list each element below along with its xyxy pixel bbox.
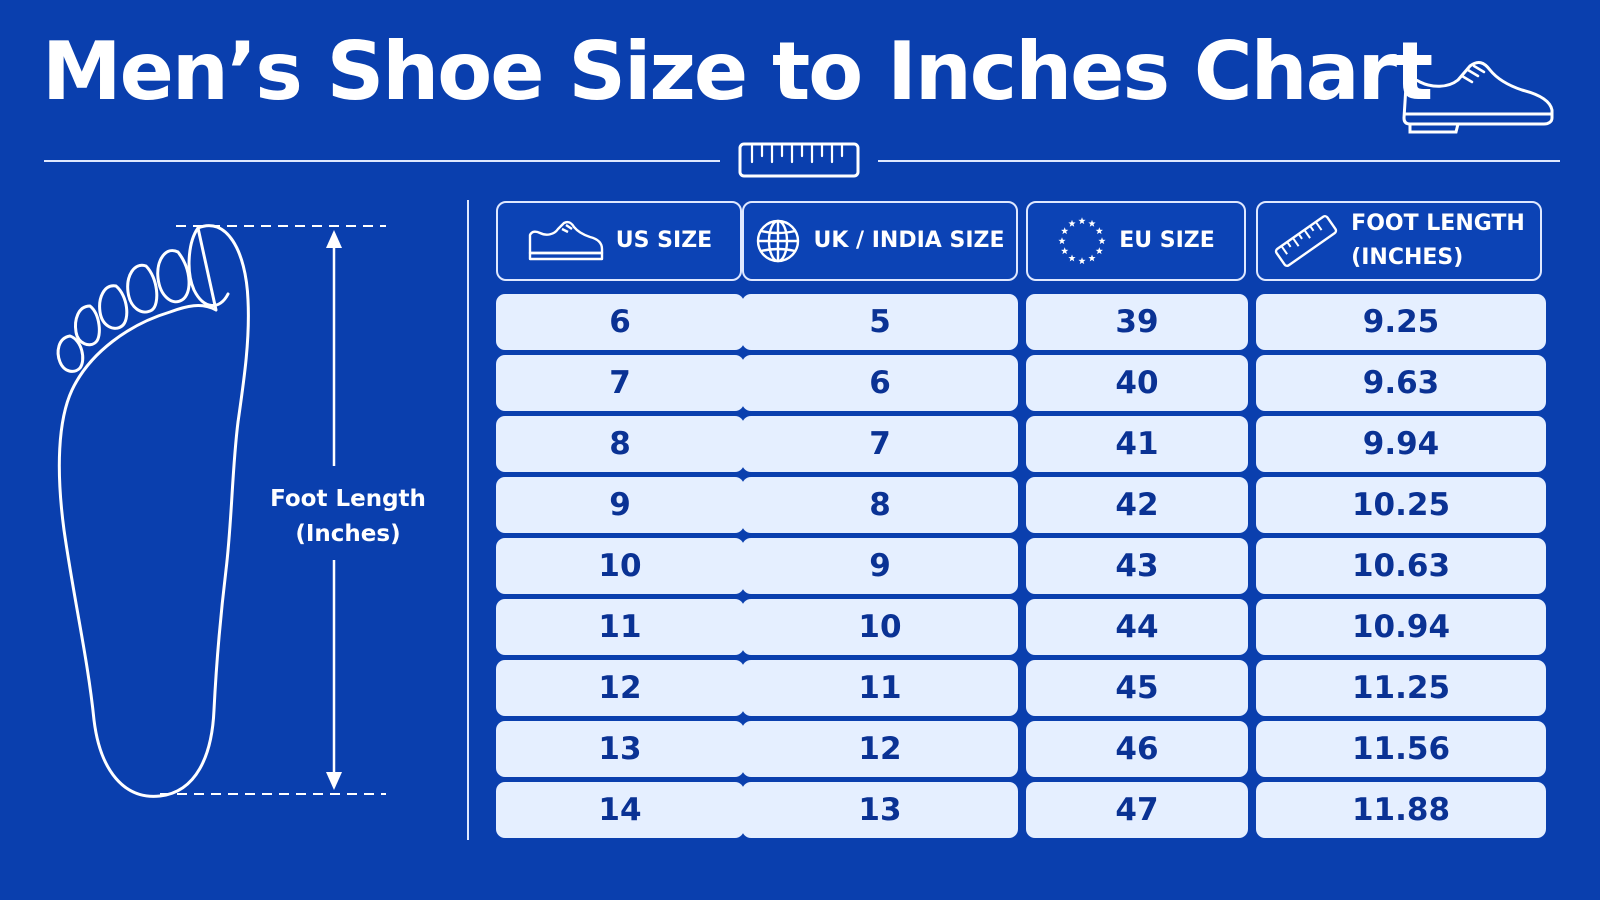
table-cell: 11.88 [1256, 782, 1546, 838]
table-cell: 43 [1026, 538, 1248, 594]
column-header-1: US SIZE [496, 201, 742, 281]
title-underline-right [878, 160, 1560, 162]
table-cell: 10.25 [1256, 477, 1546, 533]
table-cell: 12 [496, 660, 744, 716]
table-cell: 9 [742, 538, 1018, 594]
eu-stars-icon [1057, 216, 1107, 266]
table-cell: 10.63 [1256, 538, 1546, 594]
column-header-3: EU SIZE [1026, 201, 1246, 281]
table-cell: 11.56 [1256, 721, 1546, 777]
table-cell: 11 [496, 599, 744, 655]
table-cell: 45 [1026, 660, 1248, 716]
table-cell: 8 [496, 416, 744, 472]
column-header-label: FOOT LENGTH (INCHES) [1351, 211, 1525, 270]
table-cell: 42 [1026, 477, 1248, 533]
table-cell: 40 [1026, 355, 1248, 411]
table-cell: 10 [496, 538, 744, 594]
table-cell: 13 [496, 721, 744, 777]
foot-outline-icon [56, 224, 386, 798]
table-cell: 6 [742, 355, 1018, 411]
table-cell: 14 [496, 782, 744, 838]
globe-icon [755, 218, 801, 264]
table-cell: 39 [1026, 294, 1248, 350]
page-title: Men’s Shoe Size to Inches Chart [42, 25, 1433, 118]
table-cell: 9.94 [1256, 416, 1546, 472]
size-table: US SIZE UK / INDIA SIZE EU SIZE FOOT LENGTH… [496, 201, 1570, 841]
vertical-divider [467, 200, 469, 840]
table-cell: 8 [742, 477, 1018, 533]
column-header-label: US SIZE [615, 228, 713, 253]
table-cell: 7 [496, 355, 744, 411]
shoe-icon [1402, 61, 1554, 134]
title-underline-left [44, 160, 720, 162]
column-header-4: FOOT LENGTH (INCHES) [1256, 201, 1542, 281]
table-cell: 11.25 [1256, 660, 1546, 716]
column-header-2: UK / INDIA SIZE [742, 201, 1018, 281]
table-cell: 41 [1026, 416, 1248, 472]
foot-diagram: Foot Length (Inches) [0, 190, 460, 850]
table-cell: 44 [1026, 599, 1248, 655]
table-cell: 10 [742, 599, 1018, 655]
table-cell: 5 [742, 294, 1018, 350]
table-cell: 46 [1026, 721, 1248, 777]
foot-length-label: Foot Length (Inches) [270, 486, 426, 547]
table-cell: 9.63 [1256, 355, 1546, 411]
ruler-icon [738, 142, 860, 178]
column-header-label: UK / INDIA SIZE [813, 228, 1005, 253]
column-header-label: EU SIZE [1119, 228, 1215, 253]
table-cell: 13 [742, 782, 1018, 838]
shoe-icon [526, 219, 604, 263]
table-cell: 47 [1026, 782, 1248, 838]
table-cell: 12 [742, 721, 1018, 777]
table-cell: 9.25 [1256, 294, 1546, 350]
table-cell: 10.94 [1256, 599, 1546, 655]
table-cell: 11 [742, 660, 1018, 716]
ruler-icon [1273, 212, 1339, 270]
table-cell: 9 [496, 477, 744, 533]
table-cell: 7 [742, 416, 1018, 472]
table-cell: 6 [496, 294, 744, 350]
